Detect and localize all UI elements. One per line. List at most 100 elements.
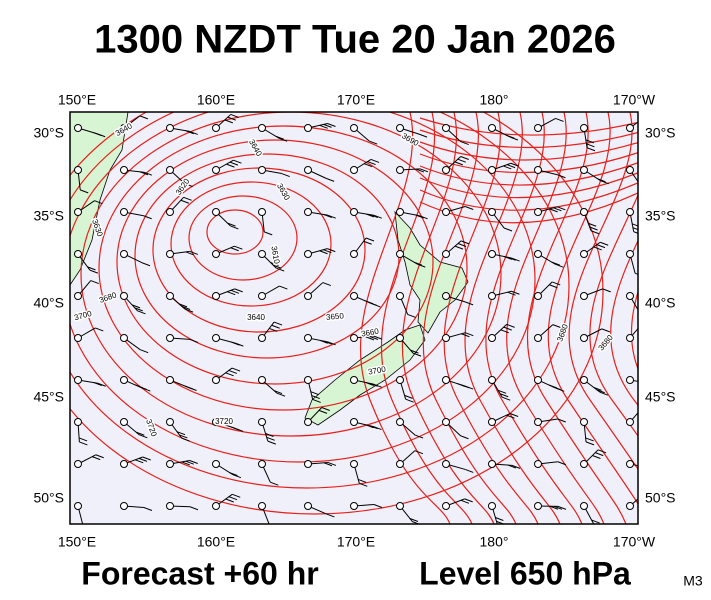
lat-label-left: 30°S <box>33 125 64 141</box>
barb-feather <box>600 180 609 185</box>
barb-feather <box>510 162 520 167</box>
barb-feather <box>185 251 195 256</box>
barb-feather <box>414 450 424 455</box>
barb-feather <box>184 308 194 313</box>
barb-feather <box>323 462 333 467</box>
station <box>442 334 450 342</box>
contour <box>422 112 517 524</box>
station <box>304 250 312 258</box>
barb-feather <box>600 241 609 246</box>
barb-feather <box>590 230 600 235</box>
barb-feather <box>373 504 383 508</box>
contour <box>359 112 451 524</box>
station <box>534 460 542 468</box>
barb-feather <box>311 395 320 400</box>
contour <box>419 129 638 149</box>
barb-feather <box>184 385 194 390</box>
barb-feather <box>588 222 597 227</box>
lon-label-top: 170°W <box>613 92 656 108</box>
station <box>304 502 312 510</box>
barb-feather <box>138 457 148 462</box>
station <box>74 208 82 216</box>
station <box>488 502 496 510</box>
barb-feather <box>323 340 332 345</box>
barb-feather <box>419 215 428 220</box>
barb-feather <box>231 367 241 372</box>
barb-feather <box>454 245 464 250</box>
station <box>166 292 174 300</box>
station <box>626 460 634 468</box>
barb-feather <box>178 303 188 308</box>
barb-feather <box>639 183 647 186</box>
barb-feather <box>593 386 602 391</box>
station <box>74 124 82 132</box>
station <box>442 250 450 258</box>
barb-feather <box>597 178 606 183</box>
barb-feather <box>227 222 236 227</box>
station <box>304 292 312 300</box>
lon-label-bottom: 170°W <box>613 534 656 550</box>
station <box>350 502 358 510</box>
station <box>534 166 542 174</box>
station <box>396 250 404 258</box>
barb-feather <box>230 247 239 252</box>
barb-feather <box>413 261 422 266</box>
barb-feather <box>78 437 88 442</box>
barb-feather <box>134 384 144 389</box>
barb-feather <box>503 255 512 260</box>
barb-feather <box>369 214 378 219</box>
barb-feather <box>189 250 199 255</box>
station <box>258 208 266 216</box>
barb-feather <box>412 352 422 357</box>
barb-feather <box>599 391 609 396</box>
station <box>212 502 220 510</box>
station <box>212 250 220 258</box>
barb-feather <box>593 246 602 251</box>
barb-feather <box>557 461 567 466</box>
contour <box>419 141 638 161</box>
station <box>350 124 358 132</box>
barb-feather <box>585 139 595 144</box>
contour <box>464 112 561 524</box>
station <box>534 124 542 132</box>
station <box>488 334 496 342</box>
barb-feather <box>184 183 193 188</box>
barb-feather <box>231 426 240 431</box>
barb-feather <box>499 393 509 398</box>
station <box>580 502 588 510</box>
barb-feather <box>321 407 330 411</box>
station <box>120 250 128 258</box>
barb-feather <box>586 143 595 148</box>
lon-label-top: 160°E <box>197 92 235 108</box>
barb-feather <box>503 227 513 232</box>
barb-feather <box>276 267 285 272</box>
station <box>258 376 266 384</box>
barb-feather <box>312 398 321 403</box>
barb-feather <box>225 372 234 377</box>
station <box>396 124 404 132</box>
station <box>626 166 634 174</box>
barb-feather <box>502 396 511 401</box>
barb-feather <box>87 266 96 271</box>
barb-feather <box>233 159 242 164</box>
barb-feather <box>418 133 428 138</box>
lon-label-top: 180° <box>480 92 509 108</box>
barb-feather <box>364 163 373 168</box>
barb-feather <box>591 519 600 524</box>
station <box>488 124 496 132</box>
lat-label-right: 45°S <box>645 389 676 405</box>
station <box>166 460 174 468</box>
station <box>166 376 174 384</box>
barb-feather <box>552 281 561 286</box>
barb-feather <box>464 498 473 503</box>
lon-label-bottom: 150°E <box>58 534 96 550</box>
station <box>212 208 220 216</box>
barb-feather <box>319 124 328 129</box>
barb-feather <box>181 306 191 310</box>
station <box>626 334 634 342</box>
station <box>350 460 358 468</box>
station <box>166 334 174 342</box>
station <box>626 418 634 426</box>
barb-feather <box>407 313 416 318</box>
